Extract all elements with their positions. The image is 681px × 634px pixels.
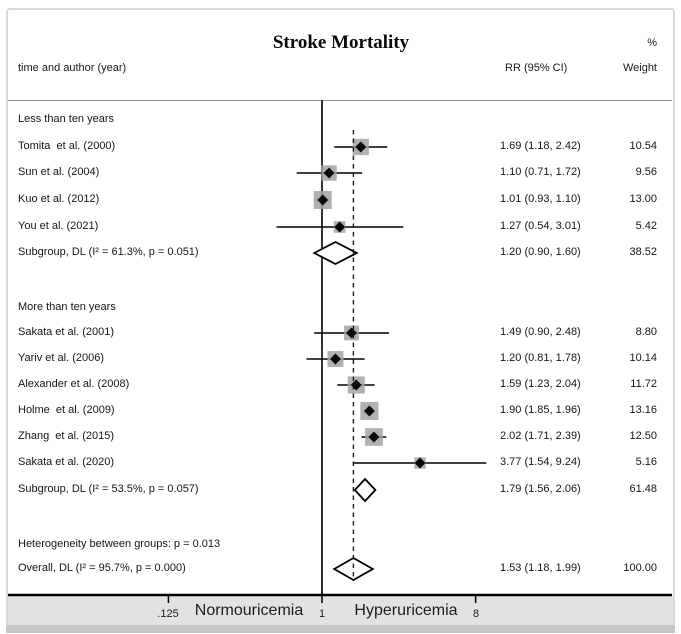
heterogeneity-note: Heterogeneity between groups: p = 0.013 <box>18 538 221 550</box>
axis-tick-label-1: 1 <box>318 608 326 620</box>
overall-label: Overall, DL (I² = 95.7%, p = 0.000) <box>18 562 186 574</box>
study-weight: 8.80 <box>635 326 657 338</box>
point-estimate-marker <box>414 457 426 469</box>
study-weight: 11.72 <box>630 378 657 390</box>
study-rr-ci: 1.59 (1.23, 2.04) <box>500 378 581 390</box>
study-rr-ci: 1.01 (0.93, 1.10) <box>500 193 581 205</box>
axis-tick-label-0125: .125 <box>157 608 179 620</box>
point-estimate-marker <box>345 327 357 339</box>
subgroup-rr-ci: 1.20 (0.90, 1.60) <box>500 246 581 258</box>
study-label: Holme et al. (2009) <box>18 404 115 416</box>
point-estimate-marker <box>323 167 335 179</box>
study-weight: 13.00 <box>629 193 657 205</box>
study-rr-ci: 2.02 (1.71, 2.39) <box>500 430 581 442</box>
study-rr-ci: 1.10 (0.71, 1.72) <box>500 166 581 178</box>
study-rr-ci: 1.20 (0.81, 1.78) <box>500 352 581 364</box>
subgroup-summary-diamond <box>353 477 377 503</box>
study-rr-ci: 3.77 (1.54, 9.24) <box>500 456 581 468</box>
study-label: Sakata et al. (2001) <box>18 326 115 338</box>
point-estimate-marker <box>317 194 329 206</box>
study-rr-ci: 1.27 (0.54, 3.01) <box>500 220 581 232</box>
study-weight: 9.56 <box>635 166 657 178</box>
study-weight: 10.14 <box>629 352 657 364</box>
study-label: Sun et al. (2004) <box>18 166 100 178</box>
study-label: Sakata et al. (2020) <box>18 456 115 468</box>
axis-tick-label-8: 8 <box>472 608 480 620</box>
group-header: More than ten years <box>18 301 116 313</box>
point-estimate-marker <box>363 405 375 417</box>
study-weight: 10.54 <box>629 140 657 152</box>
axis-label-band <box>8 596 673 626</box>
point-estimate-marker <box>334 221 346 233</box>
header-divider-line <box>8 100 672 101</box>
figure-bottom-edge <box>6 625 675 633</box>
group-header: Less than ten years <box>18 113 115 125</box>
column-header-weight: Weight <box>622 62 657 74</box>
study-label: You et al. (2021) <box>18 220 99 232</box>
subgroup-weight: 38.52 <box>629 246 657 258</box>
study-weight: 5.16 <box>635 456 657 468</box>
point-estimate-marker <box>368 431 380 443</box>
overall-summary-diamond <box>332 556 375 582</box>
subgroup-rr-ci: 1.79 (1.56, 2.06) <box>500 483 581 495</box>
column-header-percent: % <box>647 37 657 49</box>
subgroup-label: Subgroup, DL (I² = 53.5%, p = 0.057) <box>18 483 199 495</box>
overall-weight: 100.00 <box>623 562 657 574</box>
point-estimate-marker <box>355 141 367 153</box>
study-label: Tomita et al. (2000) <box>18 140 116 152</box>
study-weight: 12.50 <box>629 430 657 442</box>
study-label: Alexander et al. (2008) <box>18 378 130 390</box>
column-header-study: time and author (year) <box>18 62 127 74</box>
subgroup-weight: 61.48 <box>629 483 657 495</box>
point-estimate-marker <box>329 353 341 365</box>
subgroup-summary-diamond <box>312 240 359 266</box>
study-label: Zhang et al. (2015) <box>18 430 115 442</box>
study-label: Kuo et al. (2012) <box>18 193 100 205</box>
column-header-rr: RR (95% CI) <box>505 62 568 74</box>
study-rr-ci: 1.49 (0.90, 2.48) <box>500 326 581 338</box>
study-rr-ci: 1.90 (1.85, 1.96) <box>500 404 581 416</box>
chart-title: Stroke Mortality <box>272 32 410 53</box>
study-weight: 13.16 <box>629 404 657 416</box>
overall-rr-ci: 1.53 (1.18, 1.99) <box>500 562 581 574</box>
axis-region-label-left: Normouricemia <box>194 602 304 619</box>
subgroup-label: Subgroup, DL (I² = 61.3%, p = 0.051) <box>18 246 199 258</box>
axis-region-label-right: Hyperuricemia <box>354 602 458 619</box>
study-rr-ci: 1.69 (1.18, 2.42) <box>500 140 581 152</box>
study-label: Yariv et al. (2006) <box>18 352 105 364</box>
figure-frame <box>6 8 675 628</box>
study-weight: 5.42 <box>635 220 657 232</box>
